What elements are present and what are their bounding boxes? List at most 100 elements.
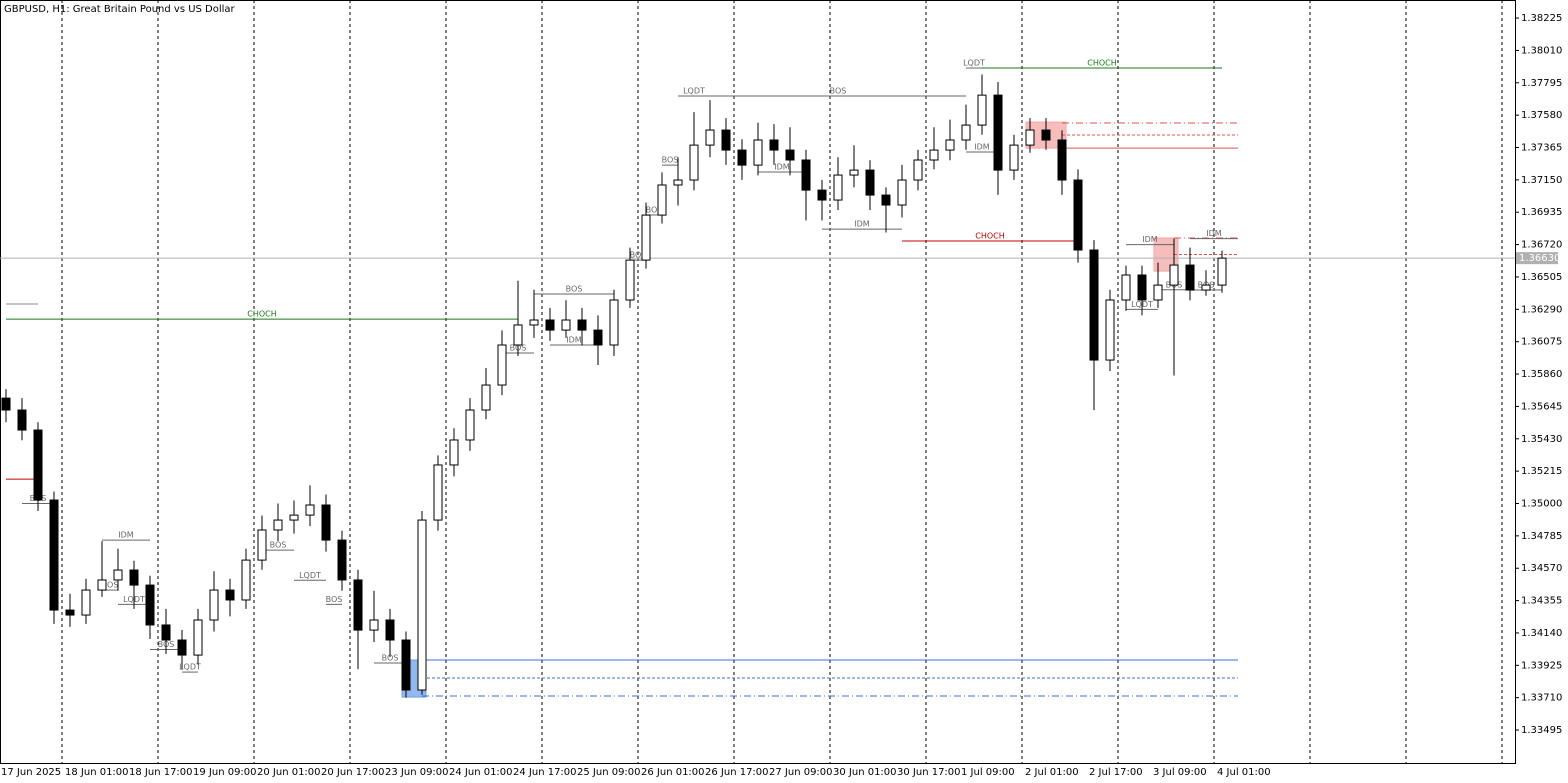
structure-label: IDM — [118, 531, 134, 540]
last-price-label: 1.36630 — [1519, 253, 1560, 264]
x-tick-label: 23 Jun 09:00 — [385, 767, 449, 778]
x-tick-label: 20 Jun 01:00 — [257, 767, 321, 778]
y-tick-label: 1.36720 — [1521, 240, 1562, 251]
candle-body — [929, 149, 939, 161]
candle-body — [993, 94, 1003, 171]
x-tick-label: 18 Jun 17:00 — [129, 767, 193, 778]
x-tick-label: 30 Jun 17:00 — [897, 767, 961, 778]
candle-body — [481, 384, 491, 411]
plot-frame — [0, 0, 1516, 764]
y-tick-label: 1.35645 — [1521, 401, 1562, 412]
candle-body — [465, 409, 475, 441]
y-tick-label: 1.35000 — [1521, 498, 1562, 509]
candle-body — [257, 529, 267, 561]
structure-label: LQDT — [299, 571, 321, 580]
candle-body — [1009, 144, 1019, 171]
candle-body — [513, 324, 523, 346]
candle-body — [433, 464, 443, 521]
candle-body — [705, 129, 715, 146]
x-tick-label: 3 Jul 09:00 — [1153, 767, 1207, 778]
x-tick-label: 30 Jun 01:00 — [833, 767, 897, 778]
candle-body — [833, 174, 843, 201]
candle-body — [977, 94, 987, 126]
y-tick-label: 1.35860 — [1521, 369, 1562, 380]
y-tick-label: 1.35430 — [1521, 434, 1562, 445]
candle-body — [65, 609, 75, 616]
x-tick-label: 25 Jun 09:00 — [577, 767, 641, 778]
candle-body — [769, 139, 779, 151]
candle-body — [865, 169, 875, 196]
x-tick-label: 17 Jun 2025 — [1, 767, 61, 778]
candle-body — [1073, 179, 1083, 251]
x-tick-label: 24 Jun 17:00 — [513, 767, 577, 778]
candle-body — [289, 514, 299, 521]
candle-body — [1089, 249, 1099, 361]
candle-body — [1121, 274, 1131, 301]
candle-body — [81, 589, 91, 616]
candle-body — [721, 129, 731, 151]
y-tick-label: 1.37580 — [1521, 110, 1562, 121]
candle-body — [385, 619, 395, 641]
structure-label: IDM — [854, 220, 870, 229]
structure-label: BOS — [830, 87, 847, 96]
structure-label: BOS — [326, 595, 343, 604]
candle-body — [897, 179, 907, 206]
x-tick-label: 1 Jul 09:00 — [961, 767, 1015, 778]
candle-body — [177, 639, 187, 656]
last-price-tag — [1516, 252, 1558, 265]
y-tick-label: 1.34570 — [1521, 563, 1562, 574]
structure-label: LQDT — [179, 663, 201, 672]
candle-body — [609, 299, 619, 346]
x-tick-label: 19 Jun 09:00 — [193, 767, 257, 778]
candle-body — [417, 519, 427, 691]
x-tick-label: 27 Jun 09:00 — [769, 767, 833, 778]
x-tick-label: 24 Jun 01:00 — [449, 767, 513, 778]
candle-body — [641, 214, 651, 261]
y-tick-label: 1.36290 — [1521, 304, 1562, 315]
structure-label: CHOCH — [247, 310, 277, 319]
y-tick-label: 1.34355 — [1521, 596, 1562, 607]
y-tick-label: 1.34140 — [1521, 628, 1562, 639]
candle-body — [785, 149, 795, 161]
candle-body — [801, 159, 811, 191]
candle-body — [1025, 129, 1035, 146]
structure-label: CHOCH — [1087, 59, 1117, 68]
candle-body — [817, 189, 827, 201]
structure-label: BOS — [566, 284, 583, 293]
candle-body — [1, 397, 11, 411]
candle-body — [449, 439, 459, 466]
candle-body — [97, 579, 107, 591]
x-tick-label: 18 Jun 01:00 — [65, 767, 129, 778]
y-tick-label: 1.33710 — [1521, 693, 1562, 704]
axes: 1.38225 1.38010 1.37795 1.37580 1.37365 1.371… — [1, 13, 1562, 778]
candle-body — [49, 499, 59, 611]
candles — [1, 74, 1227, 698]
structure-label: LQDT — [963, 59, 985, 68]
x-tick-label: 2 Jul 17:00 — [1089, 767, 1143, 778]
candle-body — [849, 169, 859, 176]
candle-body — [209, 589, 219, 621]
candle-body — [113, 569, 123, 581]
candle-body — [1201, 284, 1211, 291]
candle-body — [321, 504, 331, 541]
candle-body — [577, 319, 587, 331]
candle-body — [1217, 257, 1227, 286]
candle-body — [129, 569, 139, 586]
candle-body — [1057, 139, 1067, 181]
candle-body — [689, 144, 699, 181]
x-tick-label: 2 Jul 01:00 — [1025, 767, 1079, 778]
y-tick-label: 1.33925 — [1521, 660, 1562, 671]
y-tick-label: 1.37795 — [1521, 78, 1562, 89]
candle-body — [305, 504, 315, 516]
structure-label: LQDT — [683, 87, 705, 96]
y-tick-label: 1.37365 — [1521, 143, 1562, 154]
candle-body — [561, 319, 571, 331]
y-tick-label: 1.34785 — [1521, 531, 1562, 542]
candle-body — [1185, 264, 1195, 291]
y-tick-label: 1.38010 — [1521, 45, 1562, 56]
structure-label: IDM — [774, 163, 790, 172]
candle-body — [753, 139, 763, 166]
candle-body — [1041, 129, 1051, 141]
